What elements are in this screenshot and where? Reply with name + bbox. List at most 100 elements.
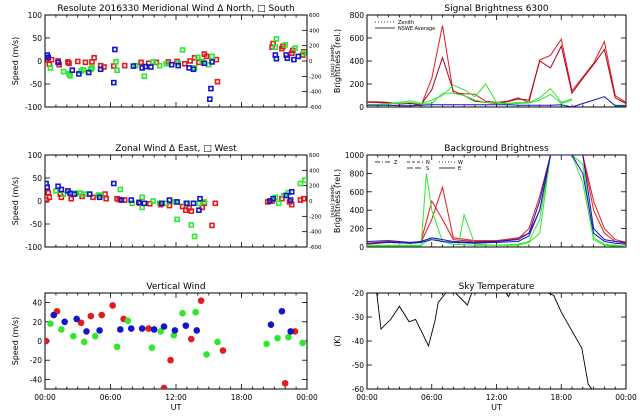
data-point-blue bbox=[295, 53, 302, 60]
y-tick-label: 800 bbox=[350, 169, 365, 178]
y-tick-label: -40 bbox=[30, 375, 42, 384]
data-point-blue bbox=[148, 64, 154, 70]
data-point-blue bbox=[209, 59, 215, 65]
y-tick-label: 0 bbox=[359, 243, 364, 252]
y-tick-label: -20 bbox=[30, 356, 42, 365]
data-point-blue bbox=[208, 85, 214, 92]
panel-background: Background Brightness 1000 800 600 400 200 0 Br… bbox=[333, 144, 627, 252]
data-layer bbox=[45, 177, 307, 240]
y2-tick-label: 0 bbox=[309, 59, 313, 65]
data-point-red bbox=[300, 195, 307, 202]
legend-label: W bbox=[458, 160, 463, 166]
data-point-green bbox=[192, 308, 199, 316]
data-point-green bbox=[195, 54, 201, 61]
data-point-blue bbox=[160, 323, 168, 330]
data-point-red bbox=[138, 59, 144, 66]
data-point-green bbox=[80, 66, 87, 73]
data-point-blue bbox=[110, 180, 117, 187]
data-point-red bbox=[91, 54, 97, 61]
data-point-red bbox=[46, 194, 53, 201]
plot-frame bbox=[366, 292, 627, 390]
y2-tick-label: -200 bbox=[309, 74, 322, 80]
chart-title: Resolute 2016330 Meridional Wind Δ North… bbox=[57, 4, 294, 14]
data-point-blue bbox=[190, 200, 197, 207]
data-point-blue bbox=[278, 307, 286, 315]
data-point-green bbox=[179, 309, 186, 317]
series-line-red-2 bbox=[367, 44, 626, 106]
data-point-green bbox=[282, 42, 288, 48]
data-point-blue bbox=[159, 200, 165, 207]
data-point-green bbox=[263, 340, 270, 348]
data-point-red bbox=[203, 53, 210, 60]
data-point-green bbox=[114, 67, 120, 73]
y2-axis-label: Speed (m/s) bbox=[329, 184, 335, 217]
data-point-green bbox=[163, 60, 169, 67]
data-point-blue bbox=[267, 321, 275, 328]
data-point-blue bbox=[73, 315, 80, 323]
y-tick-label: -100 bbox=[25, 103, 42, 112]
series-line-green-1 bbox=[367, 155, 626, 247]
y-tick-label: 100 bbox=[28, 11, 43, 20]
data-point-red bbox=[160, 384, 168, 389]
data-point-green bbox=[196, 200, 202, 207]
data-point-red bbox=[214, 78, 221, 85]
data-point-blue bbox=[288, 189, 295, 195]
data-point-blue bbox=[50, 311, 58, 319]
data-point-red bbox=[209, 222, 215, 229]
y-tick-label: -30 bbox=[352, 313, 364, 322]
series-line-red-1 bbox=[367, 155, 626, 244]
chart-title: Vertical Wind bbox=[146, 282, 205, 292]
data-point-green bbox=[81, 191, 88, 197]
data-point-red bbox=[187, 58, 193, 64]
data-point-red bbox=[66, 60, 72, 67]
data-point-green bbox=[124, 317, 132, 325]
data-point-red bbox=[87, 312, 95, 320]
legend-label: N bbox=[426, 160, 430, 166]
data-point-green bbox=[273, 36, 280, 42]
series-line-red-2 bbox=[367, 155, 626, 245]
data-point-blue bbox=[117, 326, 124, 333]
data-point-green bbox=[285, 333, 292, 341]
data-point-red bbox=[77, 319, 85, 327]
data-point-blue bbox=[175, 62, 181, 69]
y2-tick-label: -400 bbox=[309, 230, 322, 236]
data-point-blue bbox=[55, 59, 61, 66]
data-point-blue bbox=[55, 183, 61, 190]
data-point-green bbox=[157, 328, 165, 335]
data-point-green bbox=[53, 188, 59, 194]
series-line-green-2 bbox=[367, 155, 626, 247]
plot-frame bbox=[366, 154, 627, 248]
data-point-green bbox=[191, 233, 198, 240]
data-point-blue bbox=[138, 325, 146, 332]
y-tick-label: 0 bbox=[37, 57, 42, 66]
data-point-green bbox=[300, 49, 307, 56]
data-point-green bbox=[77, 190, 83, 196]
data-point-green bbox=[58, 326, 65, 333]
y-tick-label: 600 bbox=[350, 188, 365, 197]
legend-label: Z bbox=[394, 160, 398, 166]
data-point-red bbox=[145, 325, 153, 332]
data-point-red bbox=[102, 191, 108, 197]
data-point-blue bbox=[150, 326, 158, 333]
y-tick-label: 0 bbox=[359, 103, 364, 112]
panel-zonal: Zonal Wind Δ East, □ West 100 50 0 -50 -100 60… bbox=[11, 144, 335, 252]
y2-tick-label: -600 bbox=[309, 245, 322, 251]
data-point-green bbox=[47, 65, 54, 71]
y-tick-label: 1000 bbox=[345, 151, 364, 160]
data-point-blue bbox=[171, 327, 179, 334]
y-axis-label: Speed (m/s) bbox=[11, 37, 20, 86]
x-tick-label: 00:00 bbox=[615, 393, 637, 402]
data-point-green bbox=[139, 194, 145, 201]
data-point-blue bbox=[291, 56, 297, 63]
data-point-green bbox=[179, 47, 186, 53]
y2-tick-label: 200 bbox=[309, 44, 320, 50]
y-axis-label: Brightness (rel.) bbox=[333, 169, 342, 233]
data-point-blue bbox=[110, 79, 117, 86]
data-point-green bbox=[150, 198, 156, 204]
data-point-red bbox=[103, 195, 109, 202]
data-point-green bbox=[174, 216, 180, 223]
data-point-green bbox=[201, 199, 208, 205]
data-point-green bbox=[113, 59, 119, 65]
data-point-red bbox=[213, 56, 220, 63]
